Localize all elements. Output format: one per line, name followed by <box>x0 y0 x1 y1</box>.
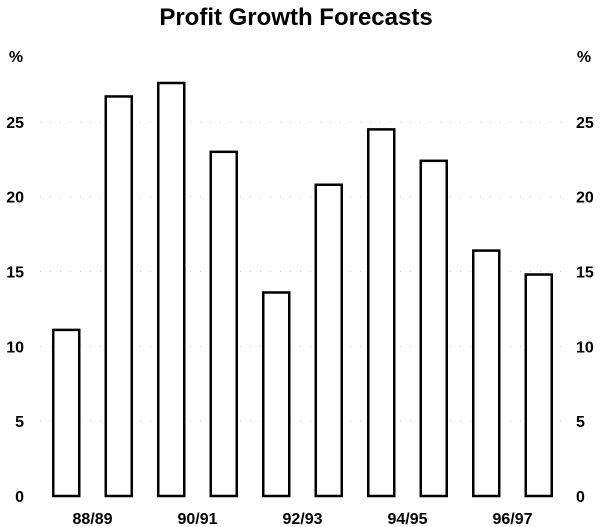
bar-88-89 <box>104 95 133 498</box>
y-tick-left-5: 5 <box>15 414 24 431</box>
y-tick-right-25: 25 <box>576 115 594 132</box>
y-tick-right-5: 5 <box>576 414 585 431</box>
x-tick-96-97: 96/97 <box>492 511 532 527</box>
chart-title: Profit Growth Forecasts <box>159 4 432 31</box>
bar-87-88 <box>52 328 81 498</box>
y-axis-unit-left: % <box>9 49 23 66</box>
bar-96-97 <box>524 273 553 498</box>
x-tick-88-89: 88/89 <box>72 511 112 527</box>
x-tick-92-93: 92/93 <box>282 511 322 527</box>
y-tick-left-10: 10 <box>6 339 24 356</box>
y-tick-left-15: 15 <box>6 265 24 282</box>
y-tick-left-0: 0 <box>15 489 24 506</box>
bar-95-96 <box>472 249 501 498</box>
bar-90-91 <box>209 150 238 498</box>
bar-92-93 <box>314 183 343 498</box>
bar-93-94 <box>367 128 396 498</box>
y-tick-left-25: 25 <box>6 115 24 132</box>
y-tick-right-20: 20 <box>576 190 594 207</box>
bar-89-90 <box>157 81 186 498</box>
x-tick-90-91: 90/91 <box>177 511 217 527</box>
bar-94-95 <box>419 159 448 498</box>
x-tick-94-95: 94/95 <box>387 511 427 527</box>
bar-91-92 <box>262 291 291 498</box>
y-tick-right-15: 15 <box>576 265 594 282</box>
y-axis-unit-right: % <box>577 49 591 66</box>
y-tick-left-20: 20 <box>6 190 24 207</box>
y-tick-right-0: 0 <box>576 489 585 506</box>
y-tick-right-10: 10 <box>576 339 594 356</box>
